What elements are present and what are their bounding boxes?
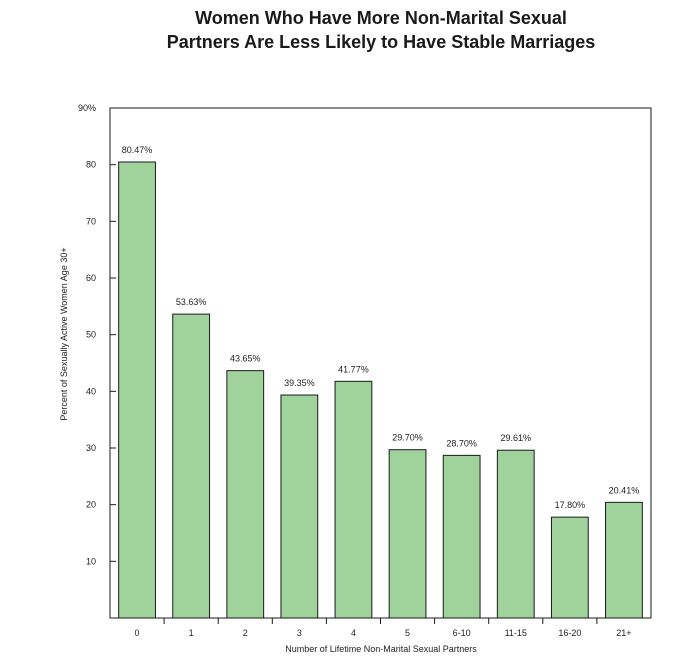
y-axis: 10 20 30 40 50 60 70 80 90% <box>78 103 116 566</box>
x-tick-label: 0 <box>135 628 140 638</box>
bar <box>172 313 211 619</box>
bar-value-label: 43.65% <box>230 354 261 364</box>
y-axis-label: Percent of Sexually Active Women Age 30+ <box>59 247 69 420</box>
bar-series: 80.47% 53.63% 43.65% 39.35% 41.77% 29.70% 28.7… <box>118 145 643 619</box>
bar <box>496 449 535 619</box>
bar <box>442 454 481 619</box>
bar <box>550 516 589 619</box>
y-tick-label: 90% <box>78 103 96 113</box>
bar <box>334 380 373 619</box>
chart-title-line-1: Women Who Have More Non-Marital Sexual <box>195 8 567 28</box>
x-axis-label: Number of Lifetime Non-Marital Sexual Pa… <box>285 644 477 654</box>
x-tick-label: 21+ <box>616 628 631 638</box>
bar-value-label: 29.61% <box>500 433 531 443</box>
bar-value-label: 28.70% <box>446 438 477 448</box>
x-tick-label: 5 <box>405 628 410 638</box>
bar-value-label: 20.41% <box>609 485 640 495</box>
bar <box>226 370 265 619</box>
x-tick-label: 16-20 <box>558 628 581 638</box>
x-tick-label: 11-15 <box>505 628 527 638</box>
x-tick-label: 1 <box>189 628 194 638</box>
x-axis: 0 1 2 3 4 5 6-10 11-15 16-20 21+ <box>135 618 632 638</box>
y-tick-label: 20 <box>86 500 96 510</box>
x-tick-label: 2 <box>243 628 248 638</box>
bar-value-label: 53.63% <box>176 297 207 307</box>
bar <box>388 449 427 619</box>
y-tick-label: 50 <box>86 330 96 340</box>
x-tick-label: 4 <box>351 628 356 638</box>
y-tick-label: 70 <box>86 216 96 226</box>
x-tick-label: 3 <box>297 628 302 638</box>
y-tick-label: 30 <box>86 443 96 453</box>
y-tick-label: 40 <box>86 386 96 396</box>
bar-value-label: 17.80% <box>555 500 586 510</box>
y-tick-label: 60 <box>86 273 96 283</box>
bar <box>605 501 643 619</box>
bar-value-label: 80.47% <box>122 145 153 155</box>
y-tick-label: 10 <box>86 556 96 566</box>
chart-title-line-2: Partners Are Less Likely to Have Stable … <box>166 32 596 52</box>
bar-value-label: 41.77% <box>338 364 369 374</box>
chart-title: Women Who Have More Non-Marital Sexual P… <box>0 6 678 54</box>
bar-value-label: 29.70% <box>392 433 423 443</box>
y-tick-label: 80 <box>86 160 96 170</box>
bar <box>280 394 319 619</box>
x-tick-label: 6-10 <box>453 628 471 638</box>
bar <box>118 161 156 619</box>
bar-value-label: 39.35% <box>284 378 315 388</box>
